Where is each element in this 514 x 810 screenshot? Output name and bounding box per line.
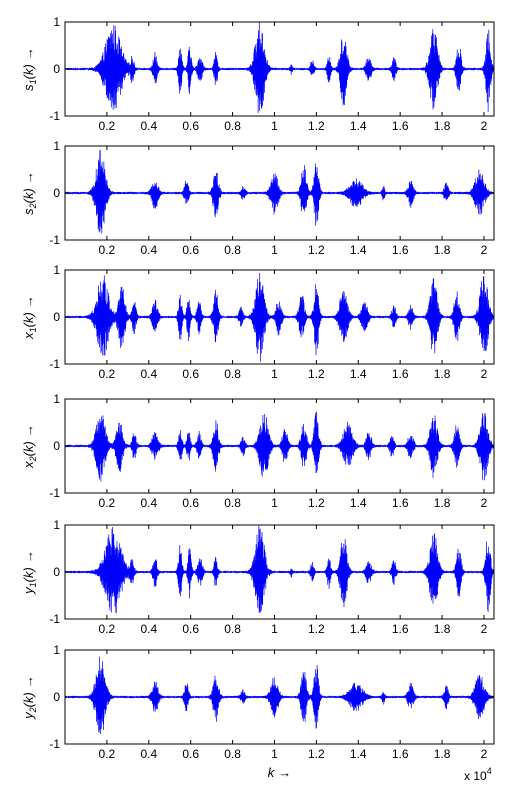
waveform-series-2 [65,149,494,234]
x-tick-label: 0.2 [99,747,116,761]
x-tick-label: 1.2 [308,496,325,510]
x-tick-label: 1 [271,496,278,510]
x-tick-label: 1.6 [392,496,409,510]
x-tick-label: 1.8 [434,119,451,133]
x-tick-label: 0.2 [99,496,116,510]
x-tick-label: 0.8 [224,243,241,257]
x-tick-label: 1.8 [434,747,451,761]
x-tick-label: 1 [271,747,278,761]
x-tick-label: 1.2 [308,243,325,257]
waveform-series-5 [65,525,494,614]
x-tick-label: 0.6 [182,367,199,381]
x-tick-label: 1.6 [392,367,409,381]
x-tick-label: 1.4 [350,496,367,510]
x-axis-label: k → [268,765,292,780]
x-tick-label: 1.4 [350,622,367,636]
x-tick-label: 1.4 [350,747,367,761]
y-tick-label: -1 [49,357,60,371]
y-tick-label: 1 [53,15,60,29]
x-tick-label: 2 [481,119,488,133]
x-tick-label: 1.2 [308,747,325,761]
y-tick-label: 0 [53,186,60,200]
x-tick-label: 2 [481,243,488,257]
x-tick-label: 1.6 [392,622,409,636]
x-tick-label: 0.6 [182,243,199,257]
x-tick-label: 0.8 [224,622,241,636]
x-tick-label: 1.4 [350,119,367,133]
y-axis-label: x1(k)→ [21,295,38,340]
subplot-6: -1 0 1 0.2 0.4 0.6 0.8 1 1.2 1.4 1.6 1.8 2 y2(k)→ k → x … [21,643,495,783]
x-tick-label: 0.4 [140,243,157,257]
x-tick-label: 1.2 [308,622,325,636]
x-tick-label: 2 [481,496,488,510]
x-tick-label: 0.4 [140,119,157,133]
x-tick-label: 1 [271,119,278,133]
y-axis-label: y1(k)→ [21,550,38,595]
x-tick-label: 0.8 [224,747,241,761]
y-tick-label: 1 [53,643,60,657]
x-tick-label: 0.4 [140,496,157,510]
y-tick-label: 0 [53,565,60,579]
x-tick-label: 1.6 [392,243,409,257]
x-tick-label: 0.2 [99,243,116,257]
waveform-series-6 [65,656,494,734]
x-tick-label: 1 [271,622,278,636]
x-tick-label: 1.2 [308,367,325,381]
x-tick-label: 2 [481,747,488,761]
y-tick-label: 0 [53,62,60,76]
x-tick-label: 0.2 [99,367,116,381]
x-tick-label: 0.4 [140,747,157,761]
subplot-3: -1 0 1 0.2 0.4 0.6 0.8 1 1.2 1.4 1.6 1.8 2 x1(k)→ [21,263,495,381]
subplot-2: -1 0 1 0.2 0.4 0.6 0.8 1 1.2 1.4 1.6 1.8 2 s2(k)→ [21,139,495,257]
x-tick-label: 1.4 [350,243,367,257]
y-axis-label: s2(k)→ [21,171,38,215]
subplot-5: -1 0 1 0.2 0.4 0.6 0.8 1 1.2 1.4 1.6 1.8 2 y1(k)→ [21,518,495,636]
x-tick-label: 1.2 [308,119,325,133]
x-tick-label: 1 [271,367,278,381]
y-tick-label: 0 [53,310,60,324]
y-tick-label: -1 [49,737,60,751]
x-tick-label: 0.6 [182,747,199,761]
y-axis-label: s1(k)→ [21,47,38,91]
y-tick-label: -1 [49,109,60,123]
x-tick-label: 0.2 [99,119,116,133]
x-tick-label: 0.6 [182,622,199,636]
subplot-1: -1 0 1 0.2 0.4 0.6 0.8 1 1.2 1.4 1.6 1.8 2 s1(k)→ [21,15,495,133]
y-tick-label: -1 [49,612,60,626]
waveform-series-4 [65,411,494,482]
x-tick-label: 2 [481,622,488,636]
x-tick-label: 0.6 [182,496,199,510]
y-tick-label: 0 [53,439,60,453]
y-tick-label: 1 [53,518,60,532]
waveform-series-1 [65,22,494,113]
x-tick-label: 0.2 [99,622,116,636]
y-tick-label: 1 [53,392,60,406]
x-tick-label: 1.8 [434,367,451,381]
y-tick-label: -1 [49,233,60,247]
y-axis-label: y2(k)→ [21,675,38,720]
x-tick-label: 0.8 [224,119,241,133]
x-tick-label: 2 [481,367,488,381]
x-tick-label: 1.8 [434,496,451,510]
x-tick-label: 0.8 [224,496,241,510]
x-tick-label: 1.8 [434,622,451,636]
y-axis-label: x2(k)→ [21,424,38,469]
x-tick-label: 1.4 [350,367,367,381]
x-tick-label: 0.8 [224,367,241,381]
y-tick-label: 0 [53,690,60,704]
subplot-4: -1 0 1 0.2 0.4 0.6 0.8 1 1.2 1.4 1.6 1.8 2 x2(k)→ [21,392,495,510]
x-tick-label: 0.4 [140,622,157,636]
x-tick-label: 1.8 [434,243,451,257]
x-tick-label: 0.4 [140,367,157,381]
waveform-series-3 [65,272,494,362]
x-tick-label: 1 [271,243,278,257]
x-tick-label: 1.6 [392,119,409,133]
y-tick-label: -1 [49,486,60,500]
x-tick-label: 1.6 [392,747,409,761]
y-tick-label: 1 [53,263,60,277]
x-tick-label: 0.6 [182,119,199,133]
y-tick-label: 1 [53,139,60,153]
x-scale-multiplier: x 104 [464,766,492,783]
